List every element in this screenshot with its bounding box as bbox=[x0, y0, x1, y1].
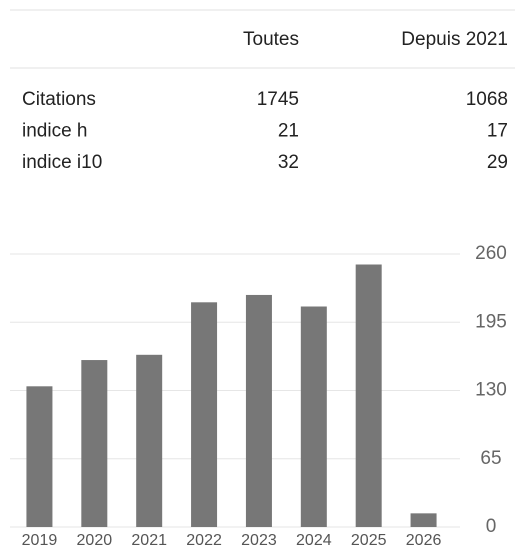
table-body: Citations 1745 1068 indice h 21 17 indice i10 3… bbox=[22, 89, 508, 173]
y-tick-label: 195 bbox=[475, 311, 507, 332]
bar bbox=[26, 386, 53, 527]
cell-value: 1068 bbox=[466, 89, 508, 110]
y-tick-label: 260 bbox=[475, 243, 507, 264]
cell-value: 21 bbox=[278, 121, 299, 142]
bar bbox=[355, 264, 382, 527]
cell-value: 17 bbox=[487, 121, 508, 142]
column-header: Depuis 2021 bbox=[401, 29, 508, 50]
bar bbox=[245, 294, 272, 527]
row-label: indice i10 bbox=[22, 152, 102, 173]
bar bbox=[136, 354, 163, 527]
y-tick-label: 130 bbox=[475, 380, 507, 401]
row-label: indice h bbox=[22, 121, 88, 142]
x-tick-label: 2026 bbox=[406, 532, 442, 547]
x-tick-label: 2019 bbox=[22, 532, 58, 547]
x-tick-label: 2022 bbox=[186, 532, 222, 547]
bar bbox=[81, 360, 108, 527]
bar bbox=[191, 302, 218, 527]
cell-value: 32 bbox=[278, 152, 299, 173]
column-header: Toutes bbox=[243, 29, 299, 50]
x-tick-label: 2020 bbox=[77, 532, 113, 547]
x-tick-label: 2021 bbox=[131, 532, 167, 547]
row-label: Citations bbox=[22, 89, 96, 110]
x-tick-label: 2023 bbox=[241, 532, 277, 547]
x-tick-label: 2024 bbox=[296, 532, 332, 547]
y-tick-label: 65 bbox=[480, 448, 501, 469]
x-tick-label: 2025 bbox=[351, 532, 387, 547]
cell-value: 29 bbox=[487, 152, 508, 173]
y-tick-label: 0 bbox=[486, 516, 497, 537]
bar bbox=[300, 306, 327, 527]
cell-value: 1745 bbox=[257, 89, 299, 110]
chart: 0 65 130 195 260 2019 2020 2021 2022 2023 2024 2025… bbox=[10, 243, 507, 547]
bar bbox=[410, 513, 437, 527]
